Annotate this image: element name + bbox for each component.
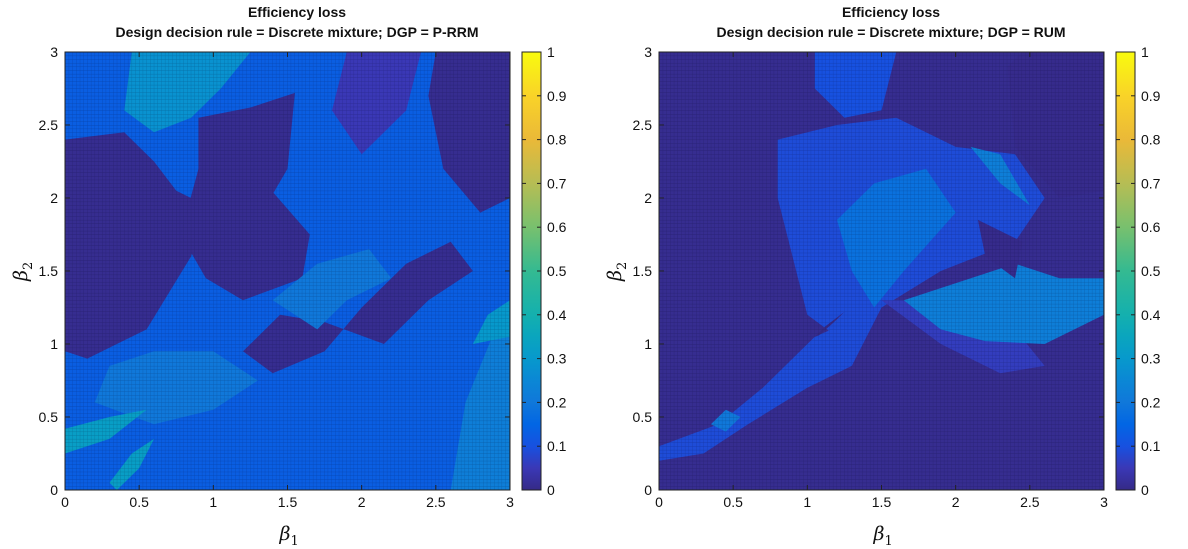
y-tick-label: 1 [50,336,58,352]
colorbar-tick-label: 0.4 [547,307,567,323]
x-tick-label: 1.5 [278,494,298,510]
colorbar-tick-label: 0.2 [1141,394,1161,410]
x-tick-label: 1 [209,494,217,510]
x-axis-label: β1 [279,523,299,549]
y-tick-label: 0.5 [39,409,59,425]
y-tick-label: 2.5 [39,117,59,133]
y-tick-label: 1 [644,336,652,352]
y-tick-label: 0 [644,482,652,498]
colorbar-tick-label: 0.5 [1141,263,1161,279]
y-tick-label: 2 [644,190,652,206]
chart-panel-left: Efficiency loss Design decision rule = D… [10,4,567,549]
x-tick-label: 0.5 [129,494,149,510]
y-tick-label: 1.5 [633,263,653,279]
colorbar-tick-label: 0.1 [1141,438,1161,454]
x-tick-label: 3 [1100,494,1108,510]
colorbar-tick-label: 0.2 [547,394,567,410]
heatmap-mesh [659,52,1104,490]
chart-panel-right: Efficiency loss Design decision rule = D… [594,0,1188,549]
y-axis-label: β2 [10,262,36,282]
y-tick-label: 3 [644,44,652,60]
x-tick-label: 2.5 [1020,494,1040,510]
colorbar-tick-label: 0.4 [1141,307,1161,323]
y-tick-label: 3 [50,44,58,60]
heatmap-chart-left: 0 0.5 1 1.5 2 2.5 3 0 0.5 1 1.5 2 2.5 3 β1 β2 0 0.1 0.2 0.3… [10,44,567,549]
x-axis-label: β1 [873,523,893,549]
y-tick-label: 0.5 [633,409,653,425]
colorbar-tick-label: 0.7 [1141,175,1161,191]
colorbar-tick-label: 0.1 [547,438,567,454]
x-tick-label: 2 [952,494,960,510]
x-tick-label: 0.5 [723,494,743,510]
colorbar-tick-label: 0.6 [1141,219,1161,235]
y-tick-label: 2.5 [633,117,653,133]
colorbar-tick-label: 0.8 [1141,132,1161,148]
colorbar-tick-label: 0.5 [547,263,567,279]
colorbar-tick-label: 0 [1141,482,1149,498]
heatmap-mesh [65,52,510,490]
heatmap-chart-right: 0 0.5 1 1.5 2 2.5 3 0 0.5 1 1.5 2 2.5 3 β1 β2 0 0.1 0.2 0.3… [604,44,1161,549]
colorbar-tick-label: 1 [547,44,555,60]
chart-title: Efficiency loss [247,4,347,20]
colorbar-tick-label: 0.3 [1141,351,1161,367]
y-axis-label: β2 [604,262,630,282]
y-tick-label: 0 [50,482,58,498]
x-tick-label: 0 [655,494,663,510]
colorbar-tick-label: 0.6 [547,219,567,235]
x-tick-label: 3 [506,494,514,510]
colorbar-tick-label: 0.3 [547,351,567,367]
heatmap-surface [659,52,1104,490]
colorbar-tick-label: 0.9 [547,88,567,104]
x-tick-label: 2 [358,494,366,510]
colorbar-tick-label: 0.8 [547,132,567,148]
y-tick-label: 1.5 [39,263,59,279]
colorbar-tick-label: 0.9 [1141,88,1161,104]
y-tick-label: 2 [50,190,58,206]
colorbar-tick-label: 1 [1141,44,1149,60]
chart-subtitle: Design decision rule = Discrete mixture;… [716,24,1066,40]
x-tick-label: 0 [61,494,69,510]
x-tick-label: 1.5 [872,494,892,510]
x-tick-label: 1 [803,494,811,510]
colorbar-tick-label: 0.7 [547,175,567,191]
x-tick-label: 2.5 [426,494,446,510]
colorbar-tick-label: 0 [547,482,555,498]
heatmap-surface [65,52,510,490]
chart-subtitle: Design decision rule = Discrete mixture;… [115,24,479,40]
chart-title: Efficiency loss [841,4,941,20]
